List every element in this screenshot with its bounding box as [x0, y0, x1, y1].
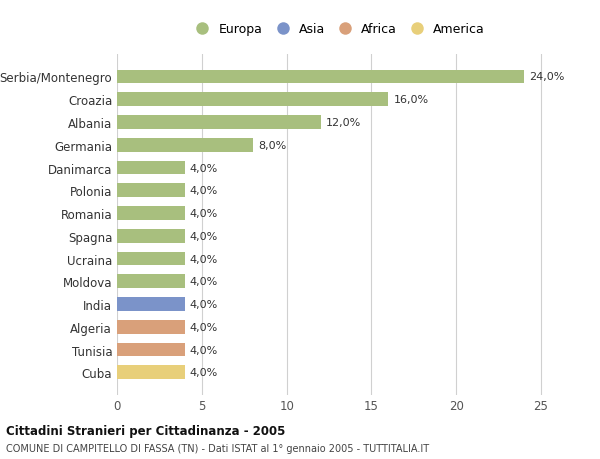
Bar: [117, 252, 185, 266]
Bar: [117, 139, 253, 152]
Bar: [117, 207, 185, 220]
Text: 4,0%: 4,0%: [190, 322, 218, 332]
Bar: [117, 320, 185, 334]
Bar: [117, 71, 524, 84]
Text: 4,0%: 4,0%: [190, 186, 218, 196]
Text: 8,0%: 8,0%: [258, 140, 286, 151]
Bar: [117, 230, 185, 243]
Text: 16,0%: 16,0%: [394, 95, 428, 105]
Text: 24,0%: 24,0%: [529, 73, 565, 82]
Text: 4,0%: 4,0%: [190, 163, 218, 173]
Bar: [117, 297, 185, 311]
Legend: Europa, Asia, Africa, America: Europa, Asia, Africa, America: [187, 21, 488, 39]
Bar: [117, 161, 185, 175]
Text: 4,0%: 4,0%: [190, 368, 218, 377]
Bar: [117, 343, 185, 357]
Bar: [117, 93, 388, 107]
Bar: [117, 184, 185, 198]
Text: Cittadini Stranieri per Cittadinanza - 2005: Cittadini Stranieri per Cittadinanza - 2…: [6, 424, 286, 437]
Bar: [117, 116, 320, 129]
Text: 4,0%: 4,0%: [190, 345, 218, 355]
Text: 4,0%: 4,0%: [190, 231, 218, 241]
Text: 4,0%: 4,0%: [190, 299, 218, 309]
Text: 12,0%: 12,0%: [326, 118, 361, 128]
Bar: [117, 366, 185, 379]
Text: COMUNE DI CAMPITELLO DI FASSA (TN) - Dati ISTAT al 1° gennaio 2005 - TUTTITALIA.: COMUNE DI CAMPITELLO DI FASSA (TN) - Dat…: [6, 443, 429, 453]
Bar: [117, 275, 185, 289]
Text: 4,0%: 4,0%: [190, 208, 218, 218]
Text: 4,0%: 4,0%: [190, 254, 218, 264]
Text: 4,0%: 4,0%: [190, 277, 218, 287]
